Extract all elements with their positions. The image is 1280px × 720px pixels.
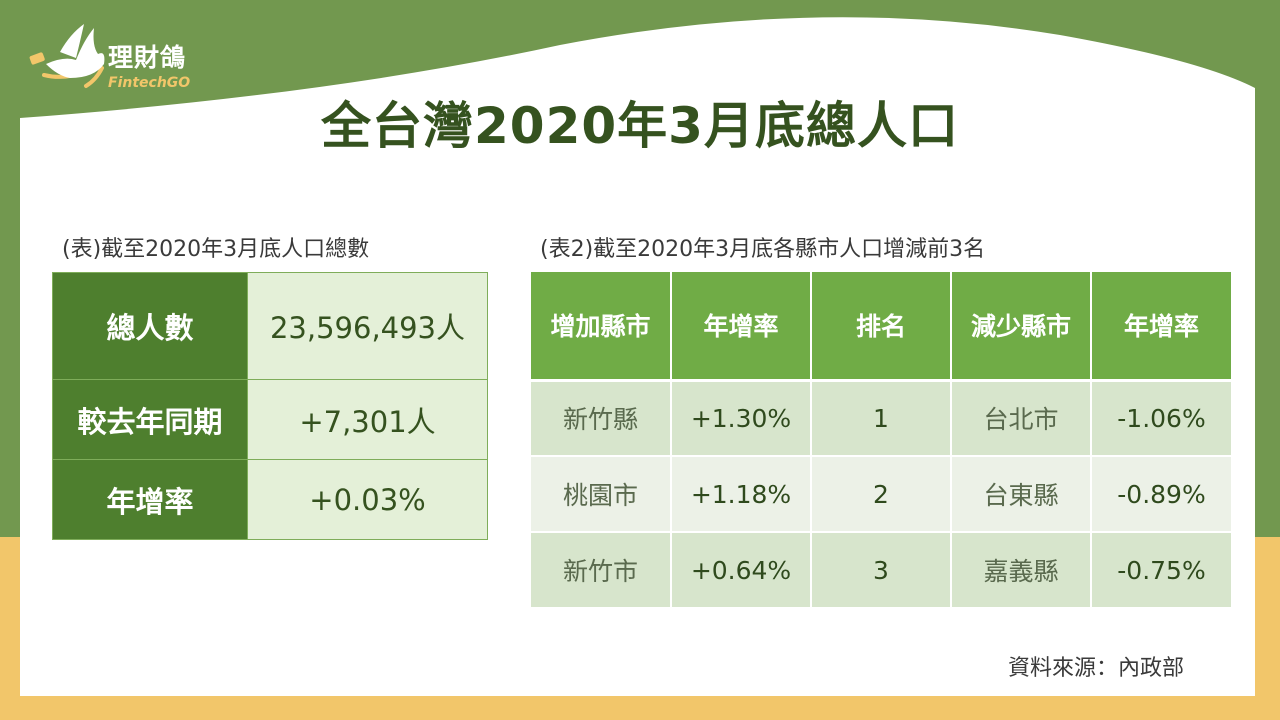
header-increase-county: 增加縣市: [531, 272, 672, 382]
table-row: 年增率 +0.03%: [52, 459, 488, 540]
table-row: 桃園市 +1.18% 2 台東縣 -0.89%: [531, 456, 1231, 533]
increase-rate-cell: +1.18%: [671, 456, 812, 533]
header-decrease-county: 減少縣市: [951, 272, 1092, 382]
increase-rate-cell: +1.30%: [671, 380, 812, 457]
rank-cell: 1: [811, 380, 952, 457]
header-increase-rate: 年增率: [671, 272, 812, 382]
row-value-growth: +0.03%: [247, 459, 488, 540]
row-label-yoy: 較去年同期: [52, 379, 248, 460]
table2-caption: (表2)截至2020年3月底各縣市人口增減前3名: [540, 237, 986, 262]
increase-county-cell: 新竹縣: [531, 380, 672, 457]
increase-county-cell: 桃園市: [531, 456, 672, 533]
data-source-note: 資料來源：內政部: [1008, 656, 1185, 681]
row-label-total: 總人數: [52, 272, 248, 380]
decrease-rate-cell: -0.75%: [1091, 532, 1231, 609]
decrease-rate-cell: -1.06%: [1091, 380, 1231, 457]
population-summary-table: 總人數 23,596,493人 較去年同期 +7,301人 年增率 +0.03%: [52, 272, 488, 540]
page-title: 全台灣2020年3月底總人口: [321, 97, 959, 155]
logo-subtitle: FintechGO: [108, 75, 191, 91]
table-row: 新竹縣 +1.30% 1 台北市 -1.06%: [531, 380, 1231, 457]
decrease-rate-cell: -0.89%: [1091, 456, 1231, 533]
increase-rate-cell: +0.64%: [671, 532, 812, 609]
table-row: 新竹市 +0.64% 3 嘉義縣 -0.75%: [531, 532, 1231, 609]
header-rank: 排名: [811, 272, 952, 382]
rank-cell: 2: [811, 456, 952, 533]
row-value-yoy: +7,301人: [247, 379, 488, 460]
county-ranking-table: 增加縣市 年增率 排名 減少縣市 年增率 新竹縣 +1.30% 1 台北市 -1…: [531, 272, 1231, 609]
decrease-county-cell: 台北市: [951, 380, 1092, 457]
row-label-growth: 年增率: [52, 459, 248, 540]
logo-name: 理財鴿: [108, 43, 187, 72]
table-row: 總人數 23,596,493人: [52, 272, 488, 380]
row-value-total: 23,596,493人: [247, 272, 488, 380]
table1-caption: (表)截至2020年3月底人口總數: [62, 237, 370, 262]
decrease-county-cell: 嘉義縣: [951, 532, 1092, 609]
table-row: 較去年同期 +7,301人: [52, 379, 488, 460]
rank-cell: 3: [811, 532, 952, 609]
table-header-row: 增加縣市 年增率 排名 減少縣市 年增率: [531, 272, 1231, 382]
increase-county-cell: 新竹市: [531, 532, 672, 609]
decrease-county-cell: 台東縣: [951, 456, 1092, 533]
dove-icon: [29, 24, 105, 88]
header-decrease-rate: 年增率: [1091, 272, 1231, 382]
